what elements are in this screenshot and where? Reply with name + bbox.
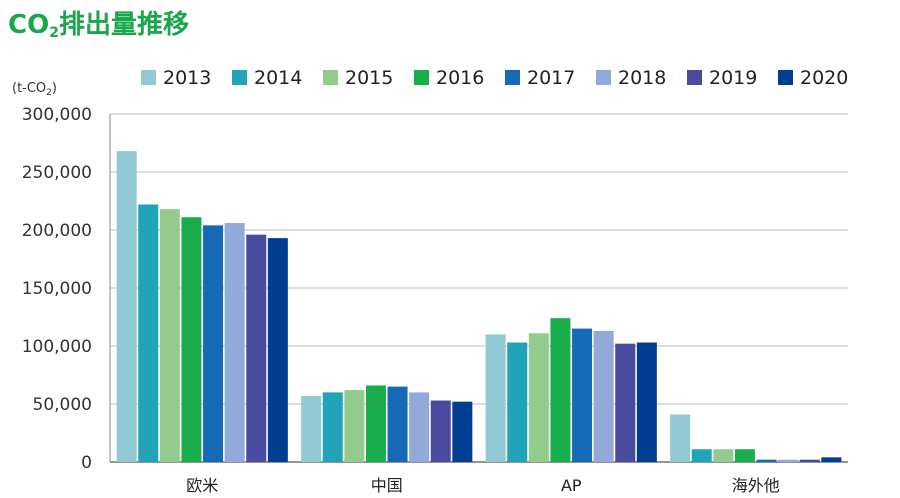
bar-2020-0 xyxy=(267,238,288,462)
bar-2015-2 xyxy=(528,333,549,462)
chart-title: CO2排出量推移 xyxy=(8,4,189,41)
bar-2018-2 xyxy=(593,330,614,462)
bar-2013-2 xyxy=(485,334,506,462)
legend-swatch-2018 xyxy=(596,70,611,85)
bar-2018-0 xyxy=(224,223,245,462)
bar-2019-1 xyxy=(430,400,451,462)
y-tick-label: 100,000 xyxy=(22,337,92,357)
bar-2014-3 xyxy=(691,449,712,462)
bars xyxy=(116,151,842,463)
bar-2013-0 xyxy=(116,151,137,462)
x-category-label: 中国 xyxy=(371,476,403,495)
bar-2020-2 xyxy=(636,342,657,462)
y-tick-label: 150,000 xyxy=(22,279,92,299)
title-main: CO xyxy=(8,10,50,40)
y-tick-label: 0 xyxy=(81,453,92,473)
bar-2014-1 xyxy=(322,392,343,462)
bar-2013-1 xyxy=(301,395,322,462)
bar-2015-0 xyxy=(159,209,180,462)
bar-2016-0 xyxy=(181,217,202,462)
bar-2019-2 xyxy=(615,343,636,462)
legend-label-2016: 2016 xyxy=(436,67,484,89)
legend-label-2020: 2020 xyxy=(800,67,848,89)
legend-swatch-2013 xyxy=(141,70,156,85)
bar-2019-3 xyxy=(799,459,820,462)
legend-label-2014: 2014 xyxy=(254,67,302,89)
bar-2016-1 xyxy=(365,385,386,462)
legend-label-2018: 2018 xyxy=(618,67,666,89)
bar-2015-3 xyxy=(713,449,734,462)
x-category-label: AP xyxy=(561,476,582,495)
y-tick-label: 200,000 xyxy=(22,221,92,241)
bar-2017-3 xyxy=(756,459,777,462)
legend-label-2013: 2013 xyxy=(163,67,211,89)
bar-2017-0 xyxy=(203,225,224,462)
legend-swatch-2014 xyxy=(232,70,247,85)
bar-2018-3 xyxy=(778,459,799,462)
bar-2013-3 xyxy=(670,414,691,462)
title-subscript: 2 xyxy=(49,25,59,41)
legend-label-2017: 2017 xyxy=(527,67,575,89)
bar-2016-2 xyxy=(550,318,571,462)
bar-2015-1 xyxy=(344,390,365,462)
bar-2016-3 xyxy=(734,449,755,462)
y-tick-label: 250,000 xyxy=(22,163,92,183)
y-tick-label: 300,000 xyxy=(22,105,92,125)
bar-2019-0 xyxy=(246,234,267,462)
legend-swatch-2016 xyxy=(414,70,429,85)
bar-2014-2 xyxy=(507,342,528,462)
y-axis-unit-label: (t-CO2) xyxy=(12,81,57,98)
y-axis-ticks: 0 50,000 100,000 150,000 200,000 250,000 300,0… xyxy=(22,105,92,473)
legend-swatch-2020 xyxy=(778,70,793,85)
x-axis-categories: 欧米 中国 AP 海外他 xyxy=(186,476,780,495)
bar-2014-0 xyxy=(138,204,159,463)
legend-swatch-2015 xyxy=(323,70,338,85)
bar-2020-1 xyxy=(452,401,473,462)
legend-swatch-2017 xyxy=(505,70,520,85)
bar-2018-1 xyxy=(409,392,430,462)
x-category-label: 海外他 xyxy=(732,476,780,495)
bar-2017-2 xyxy=(572,328,593,462)
title-rest: 排出量推移 xyxy=(58,10,189,40)
x-category-label: 欧米 xyxy=(186,476,218,495)
legend: 2013 2014 2015 2016 2017 2018 2019 2020 xyxy=(141,67,848,89)
legend-swatch-2019 xyxy=(687,70,702,85)
bar-2017-1 xyxy=(387,386,408,462)
y-tick-label: 50,000 xyxy=(33,395,92,415)
legend-label-2015: 2015 xyxy=(345,67,393,89)
legend-label-2019: 2019 xyxy=(709,67,757,89)
bar-2020-3 xyxy=(821,457,842,462)
